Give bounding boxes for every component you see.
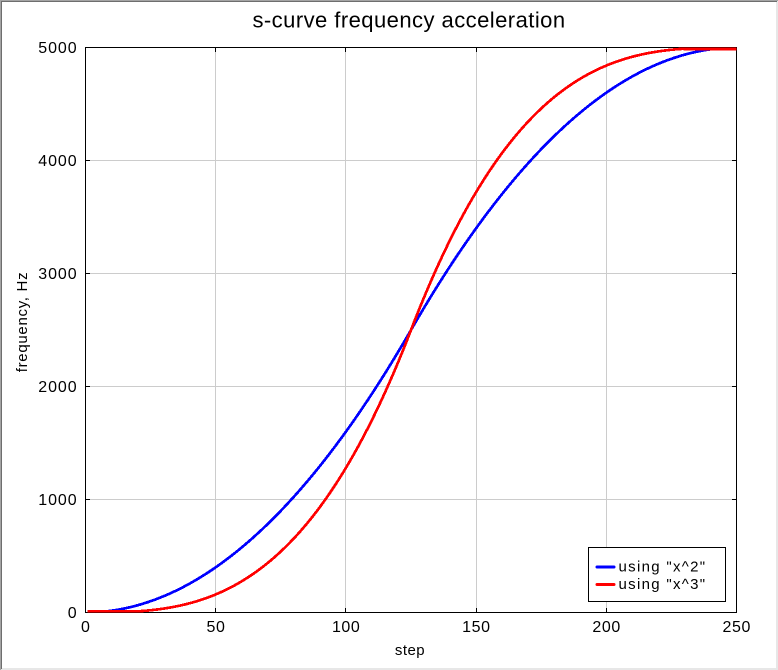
svg-text:using "x^2": using "x^2"	[619, 559, 707, 576]
svg-text:200: 200	[592, 619, 621, 636]
svg-text:2000: 2000	[38, 379, 77, 396]
svg-text:3000: 3000	[38, 266, 77, 283]
svg-text:100: 100	[332, 619, 361, 636]
svg-text:250: 250	[723, 619, 752, 636]
svg-text:0: 0	[68, 605, 78, 622]
svg-text:150: 150	[462, 619, 491, 636]
svg-text:50: 50	[207, 619, 226, 636]
svg-text:5000: 5000	[38, 40, 77, 57]
svg-text:using "x^3": using "x^3"	[619, 576, 707, 593]
svg-text:1000: 1000	[38, 492, 77, 509]
svg-text:s-curve frequency acceleration: s-curve frequency acceleration	[252, 8, 565, 33]
svg-text:frequency, Hz: frequency, Hz	[14, 272, 31, 373]
svg-text:4000: 4000	[38, 153, 77, 170]
svg-text:step: step	[395, 642, 425, 659]
svg-text:0: 0	[81, 619, 91, 636]
